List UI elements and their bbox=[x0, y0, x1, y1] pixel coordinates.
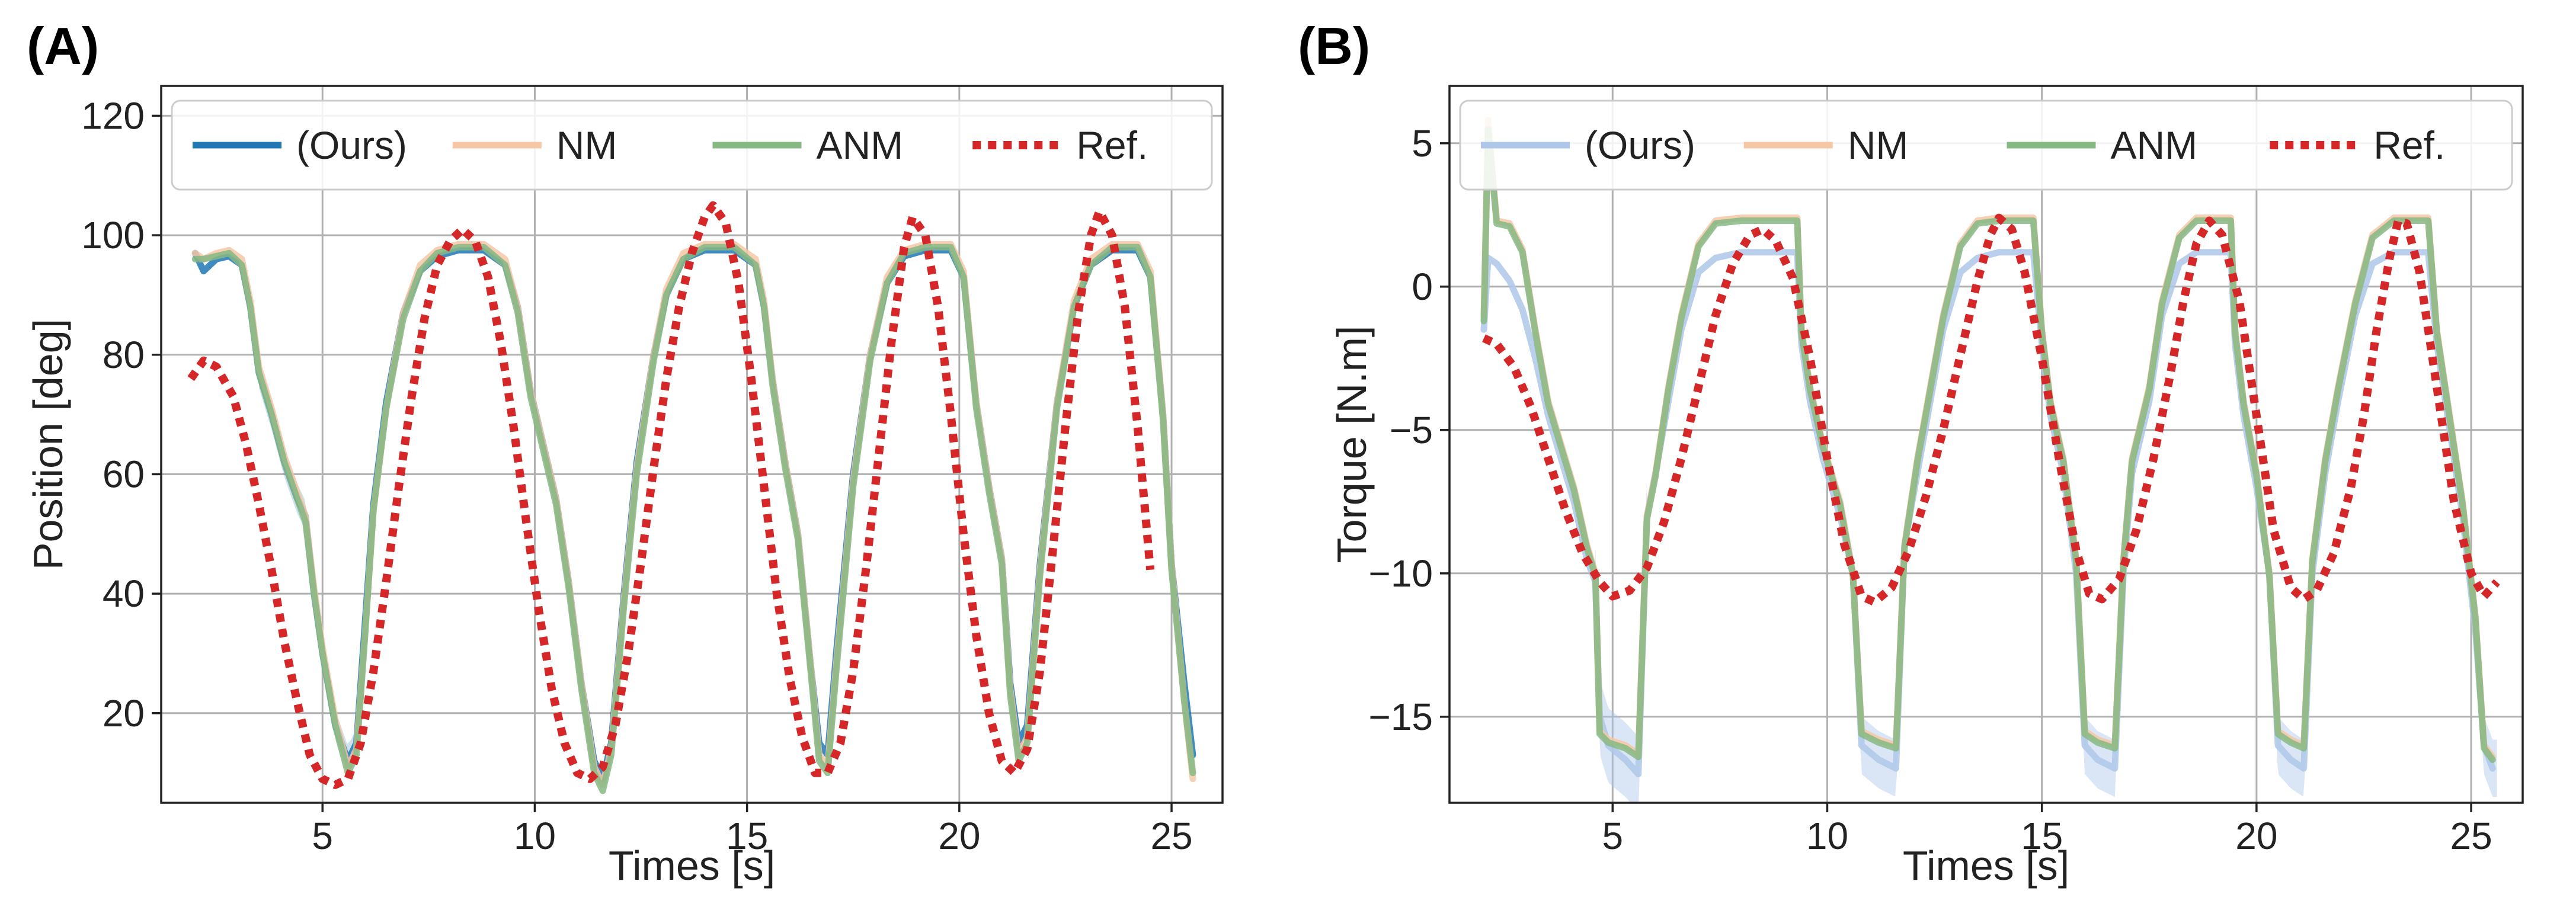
chart-panel-a: 5 10 15 20 25 20 40 60 80 100 120 Times [s] Position… bbox=[25, 17, 1224, 889]
legend-label-nm: NM bbox=[1848, 123, 1909, 167]
ours-variance-band bbox=[1595, 479, 1647, 803]
legend-label-ours: (Ours) bbox=[296, 123, 407, 167]
y-tick-label: 20 bbox=[103, 692, 145, 735]
legend-label-anm: ANM bbox=[817, 123, 904, 167]
y-tick-label: 0 bbox=[1412, 265, 1433, 308]
series-line-ref bbox=[1482, 213, 2500, 607]
plot-frame bbox=[160, 85, 1224, 804]
legend-label-ref: Ref. bbox=[1076, 123, 1148, 167]
legend-label-ref: Ref. bbox=[2373, 123, 2445, 167]
x-axis-label: Times [s] bbox=[1903, 842, 2069, 889]
x-tick-label: 20 bbox=[938, 815, 980, 857]
x-axis-label: Times [s] bbox=[609, 842, 775, 889]
plot-area bbox=[1480, 117, 2500, 803]
panel-label: (B) bbox=[1298, 17, 1370, 75]
y-tick-label: −15 bbox=[1368, 696, 1433, 738]
legend-box bbox=[171, 100, 1213, 191]
x-tick-label: 15 bbox=[726, 815, 768, 857]
x-tick-label: 10 bbox=[514, 815, 556, 857]
legend: (Ours) NM ANM Ref. bbox=[1459, 100, 2513, 191]
y-tick-label: 5 bbox=[1412, 122, 1433, 165]
x-tick-label: 20 bbox=[2235, 815, 2277, 857]
y-axis-label: Position [deg] bbox=[25, 319, 71, 570]
legend-label-anm: ANM bbox=[2111, 123, 2198, 167]
legend: (Ours) NM ANM Ref. bbox=[171, 100, 1213, 191]
y-tick-label: −5 bbox=[1390, 409, 1433, 451]
legend-label-ours: (Ours) bbox=[1585, 123, 1695, 167]
plot-frame bbox=[1448, 85, 2524, 804]
plot-area bbox=[187, 201, 1196, 794]
y-tick-label: 100 bbox=[81, 214, 145, 257]
y-axis-label: Torque [N.m] bbox=[1329, 326, 1375, 563]
series-line-anm bbox=[1480, 126, 2496, 763]
y-tick-label: −10 bbox=[1368, 552, 1433, 595]
x-tick-label: 25 bbox=[1150, 815, 1192, 857]
legend-box bbox=[1459, 100, 2513, 191]
y-tick-label: 60 bbox=[103, 453, 145, 495]
x-tick-label: 15 bbox=[2021, 815, 2063, 857]
y-tick-label: 40 bbox=[103, 572, 145, 615]
legend-label-nm: NM bbox=[556, 123, 617, 167]
x-tick-label: 10 bbox=[1806, 815, 1848, 857]
panel-label: (A) bbox=[27, 17, 99, 75]
chart-panel-b: 5 10 15 20 25 −15 −10 −5 0 5 Times [s] Torque [N.m]… bbox=[1298, 17, 2524, 889]
series-line-nm bbox=[1480, 117, 2496, 761]
y-tick-label: 80 bbox=[103, 334, 145, 376]
series-line-anm bbox=[191, 243, 1196, 794]
x-tick-label: 25 bbox=[2450, 815, 2492, 857]
series-line-ref bbox=[187, 201, 1155, 789]
x-tick-label: 5 bbox=[312, 815, 333, 857]
x-tick-label: 5 bbox=[1602, 815, 1623, 857]
ours-variance-band bbox=[1857, 516, 1905, 797]
y-tick-label: 120 bbox=[81, 94, 145, 137]
